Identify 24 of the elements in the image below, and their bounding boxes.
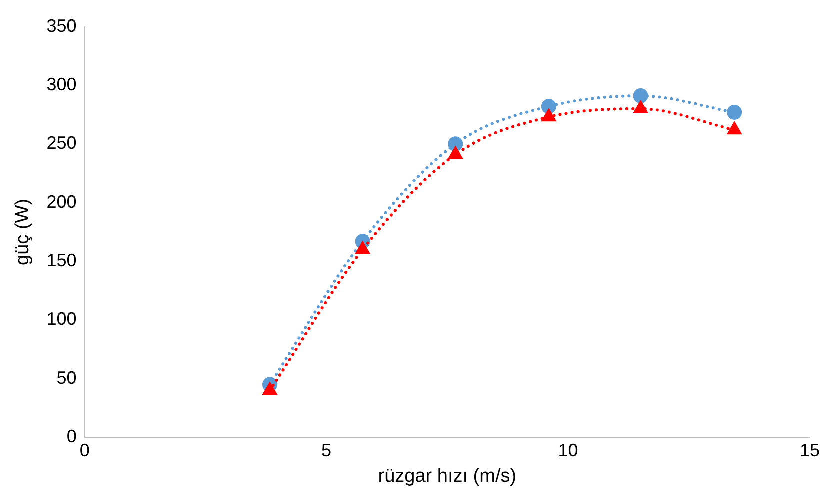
point [542, 110, 556, 122]
x-tick-label: 0 [80, 440, 90, 460]
x-tick-label: 10 [558, 440, 578, 460]
x-axis-title: rüzgar hızı (m/s) [378, 466, 517, 487]
y-axis-title: güç (W) [12, 198, 34, 266]
point [448, 136, 464, 152]
y-tick-label: 300 [46, 74, 77, 94]
y-tick-label: 150 [46, 250, 77, 271]
y-tick-label: 0 [66, 426, 77, 447]
y-tick-label: 200 [46, 192, 77, 212]
point [448, 147, 462, 160]
point [541, 99, 556, 114]
point [728, 122, 742, 135]
point [727, 104, 742, 120]
x-tick-label: 5 [322, 440, 332, 460]
y-tick-label: 250 [46, 133, 77, 154]
y-tick-label: 350 [46, 16, 77, 36]
x-tick-label: 15 [800, 440, 820, 460]
point [263, 383, 277, 396]
point [634, 101, 648, 114]
y-tick-label: 100 [46, 309, 77, 330]
point [633, 88, 648, 104]
point [356, 242, 370, 254]
y-tick-label: 50 [56, 368, 77, 388]
